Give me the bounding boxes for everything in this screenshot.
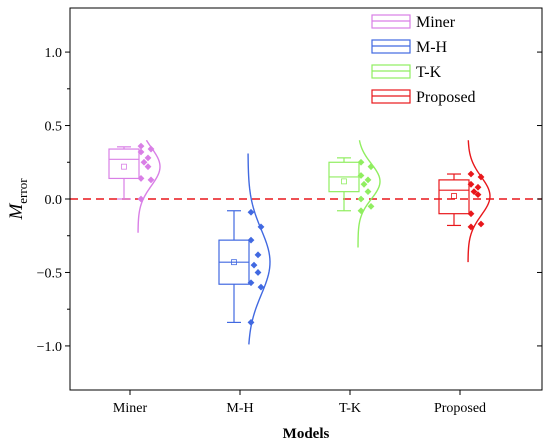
legend-label: Miner: [416, 14, 456, 31]
y-tick-label: −1.0: [37, 340, 62, 355]
series-Miner: [108, 139, 161, 233]
data-point: [137, 142, 145, 150]
data-point: [144, 154, 152, 162]
y-axis-title-sub: error: [15, 178, 30, 204]
data-point: [467, 223, 475, 231]
x-tick-label: T-K: [339, 401, 361, 416]
data-point: [364, 188, 372, 196]
data-point: [137, 148, 145, 156]
distribution-curve: [467, 140, 491, 263]
distribution-curve: [247, 153, 271, 345]
y-tick-label: 1.0: [45, 46, 63, 61]
data-point: [364, 176, 372, 184]
data-point: [247, 279, 255, 287]
legend-item-T-K: T-K: [371, 64, 442, 81]
series-T-K: [328, 140, 381, 248]
box-iqr: [438, 179, 470, 215]
data-point: [357, 158, 365, 166]
y-axis-title: Merror: [6, 178, 30, 221]
x-axis-title: Models: [283, 426, 330, 442]
data-point: [467, 170, 475, 178]
data-point: [140, 158, 148, 166]
data-point: [467, 210, 475, 218]
data-point: [357, 207, 365, 215]
data-point: [250, 261, 258, 269]
data-point: [254, 251, 262, 259]
data-point: [367, 202, 375, 210]
data-point: [357, 195, 365, 203]
data-point: [137, 175, 145, 182]
data-point: [357, 172, 365, 179]
x-tick-label: Miner: [113, 401, 148, 416]
mean-marker: [451, 193, 457, 199]
y-axis-title-main: M: [6, 203, 27, 221]
data-point: [474, 191, 482, 198]
legend-label: M-H: [416, 39, 448, 56]
data-point: [247, 208, 255, 216]
data-point: [144, 163, 152, 171]
distribution-curve: [137, 139, 161, 233]
legend-item-Miner: Miner: [371, 14, 456, 31]
mean-marker: [231, 259, 237, 266]
legend-item-Proposed: Proposed: [371, 89, 476, 106]
y-tick-label: −0.5: [37, 266, 62, 281]
data-point: [367, 163, 375, 171]
series-Proposed: [438, 140, 491, 263]
data-point: [254, 269, 262, 276]
data-point: [467, 180, 475, 188]
box-iqr: [108, 148, 140, 180]
legend-label: Proposed: [416, 89, 476, 106]
legend: Miner M-H T-K Proposed: [371, 14, 476, 106]
data-point: [147, 176, 155, 184]
data-point: [247, 236, 255, 244]
legend-label: T-K: [416, 64, 442, 81]
series-M-H: [218, 153, 271, 345]
y-tick-label: 0.0: [45, 193, 63, 208]
x-tick-label: Proposed: [434, 401, 486, 416]
distribution-curve: [357, 140, 381, 248]
data-point: [257, 283, 265, 291]
mean-marker: [341, 178, 347, 185]
y-tick-label: 0.5: [45, 120, 63, 135]
legend-item-M-H: M-H: [371, 39, 448, 56]
x-tick-label: M-H: [226, 401, 253, 416]
mean-marker: [121, 163, 127, 170]
data-point: [360, 180, 368, 188]
data-point: [474, 183, 482, 191]
data-point: [477, 220, 485, 228]
data-point: [257, 223, 265, 231]
data-point: [470, 188, 478, 196]
